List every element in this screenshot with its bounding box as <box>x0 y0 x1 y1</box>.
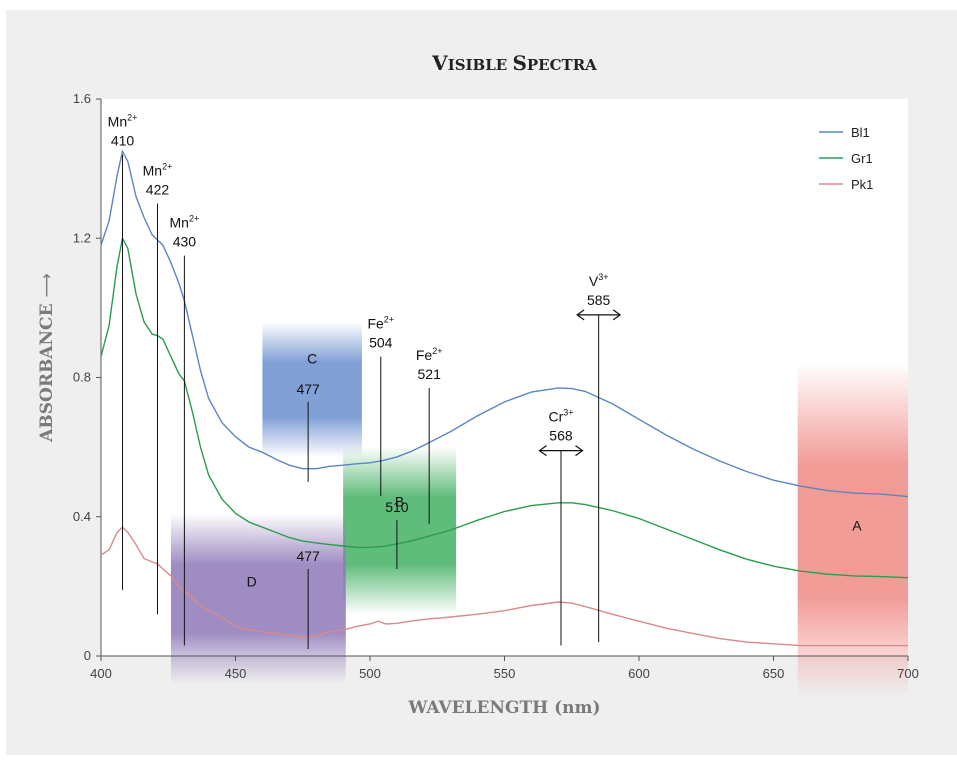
annotation-ion: Mn2+ <box>143 161 173 178</box>
x-tick-label: 700 <box>897 666 919 681</box>
x-tick-label: 500 <box>359 666 381 681</box>
annotation-value: 568 <box>549 428 573 444</box>
legend-label: Bl1 <box>851 125 870 140</box>
arrow-head-left <box>576 309 585 321</box>
band-C <box>262 321 362 458</box>
y-tick-label: 1.6 <box>73 91 91 106</box>
y-axis-arrow-icon: ⟶ <box>37 273 57 297</box>
band-value-label: 510 <box>385 499 409 515</box>
band-letter-B: B <box>395 493 404 509</box>
x-tick-label: 600 <box>628 666 650 681</box>
annotation-value: 504 <box>369 335 393 351</box>
y-tick-label: 1.2 <box>73 230 91 245</box>
annotation-value: 430 <box>173 234 197 250</box>
band-value-label: 477 <box>296 381 320 397</box>
annotation-ion: Fe2+ <box>367 315 394 332</box>
y-axis-title: ABSORBANCE ⟶ <box>37 273 57 443</box>
series-line-gr1 <box>100 236 909 579</box>
y-tick-label: 0.8 <box>73 370 91 385</box>
annotation-ion: Mn2+ <box>170 214 200 231</box>
arrow-head-right <box>612 309 622 321</box>
legend-label: Pk1 <box>851 177 873 192</box>
x-axis-title: WAVELENGTH (nm) <box>407 698 600 718</box>
arrow-head-right <box>575 445 584 457</box>
x-tick-label: 550 <box>494 666 516 681</box>
x-tick-label: 650 <box>763 666 785 681</box>
series-line-bl1 <box>100 149 909 498</box>
y-tick-label: 0 <box>84 648 91 663</box>
legend-label: Gr1 <box>851 151 873 166</box>
series-line-pk1 <box>100 526 908 647</box>
x-tick-label: 450 <box>225 666 247 681</box>
band-A <box>797 363 908 698</box>
annotation-ion: Mn2+ <box>108 113 138 130</box>
band-value-label: 477 <box>296 548 320 564</box>
band-letter-D: D <box>247 573 257 589</box>
annotation-ion: Cr3+ <box>548 408 573 425</box>
annotation-ion: Fe2+ <box>416 346 443 363</box>
annotation-value: 521 <box>418 366 442 382</box>
y-tick-label: 0.4 <box>73 509 91 524</box>
x-tick-label: 400 <box>90 666 112 681</box>
band-D <box>170 513 346 684</box>
band-letter-A: A <box>852 518 862 534</box>
arrow-head-left <box>538 445 547 457</box>
annotation-value: 410 <box>111 133 135 149</box>
band-letter-C: C <box>307 351 317 367</box>
spectra-chart: C B D A 400 450 500 550 600 650 700 0 0.4 0.8 1.2 1.6 Mn… <box>37 51 919 718</box>
chart-title: VISIBLE SPECTRA <box>431 51 597 75</box>
annotation-value: 585 <box>587 292 611 308</box>
band-B <box>343 447 457 615</box>
figure-frame: C B D A 400 450 500 550 600 650 700 0 0.4 0.8 1.2 1.6 Mn… <box>6 10 957 755</box>
annotation-value: 422 <box>146 181 170 197</box>
annotation-ion: V3+ <box>589 272 609 289</box>
